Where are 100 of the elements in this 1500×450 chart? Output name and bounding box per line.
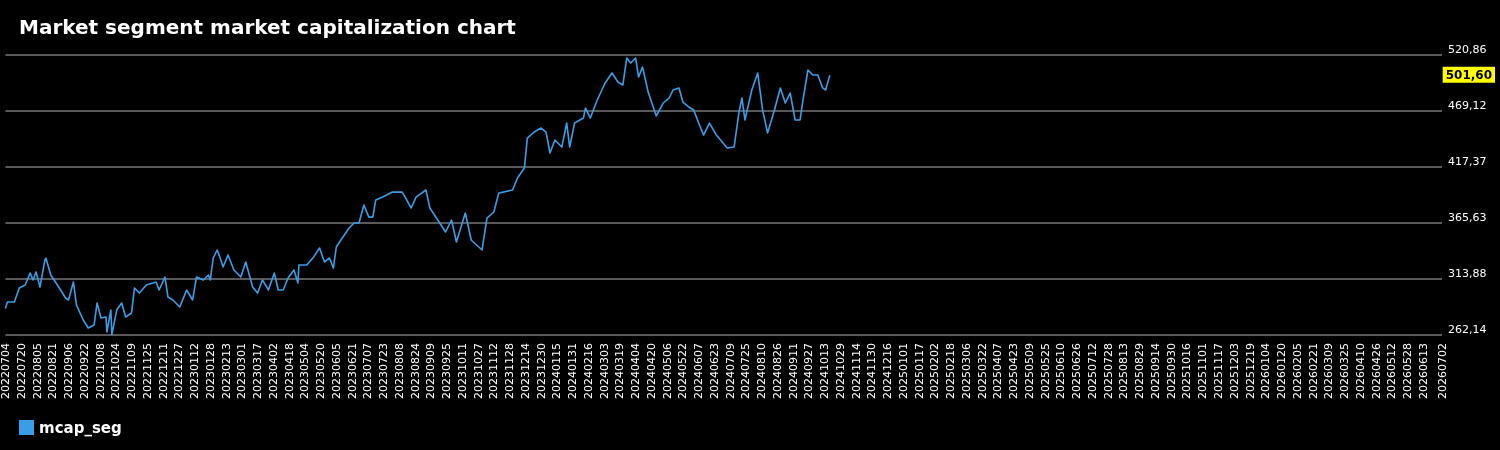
x-tick-label: 20240420 bbox=[644, 343, 658, 399]
x-tick-label: 20250407 bbox=[991, 343, 1005, 399]
x-tick-label: 20250728 bbox=[1101, 343, 1115, 399]
x-tick-label: 20250218 bbox=[944, 343, 958, 399]
x-tick-label: 20221125 bbox=[140, 343, 154, 399]
x-tick-label: 20240725 bbox=[739, 343, 753, 399]
chart-title: Market segment market capitalization chart bbox=[19, 15, 517, 39]
x-tick-label: 20250610 bbox=[1054, 343, 1068, 399]
x-tick-label: 20251101 bbox=[1196, 343, 1210, 399]
x-tick-label: 20251117 bbox=[1212, 343, 1225, 399]
x-tick-label: 20251016 bbox=[1180, 343, 1194, 399]
x-tick-label: 20230213 bbox=[219, 343, 233, 399]
x-tick-label: 20240506 bbox=[660, 343, 674, 399]
x-tick-label: 20230317 bbox=[251, 343, 265, 399]
x-tick-label: 20220906 bbox=[62, 343, 76, 399]
x-tick-label: 20260221 bbox=[1306, 343, 1320, 399]
x-tick-label: 20230504 bbox=[298, 343, 312, 399]
x-tick-label: 20251219 bbox=[1243, 343, 1257, 399]
x-tick-label: 20230128 bbox=[203, 343, 217, 399]
x-tick-label: 20221109 bbox=[125, 343, 139, 399]
x-tick-label: 20240826 bbox=[770, 343, 784, 399]
x-tick-label: 20241216 bbox=[881, 343, 895, 399]
x-tick-label: 20260512 bbox=[1385, 343, 1399, 399]
x-tick-label: 20230621 bbox=[345, 343, 359, 399]
x-tick-label: 20230808 bbox=[392, 343, 406, 399]
x-tick-label: 20250813 bbox=[1117, 343, 1131, 399]
x-tick-label: 20221024 bbox=[109, 343, 123, 399]
x-tick-label: 20260410 bbox=[1353, 343, 1367, 399]
x-tick-label: 20241130 bbox=[865, 343, 879, 399]
x-tick-label: 20240927 bbox=[802, 343, 816, 399]
x-tick-label: 20260205 bbox=[1290, 343, 1304, 399]
x-tick-label: 20230824 bbox=[408, 343, 422, 399]
x-tick-label: 20240319 bbox=[613, 343, 627, 399]
x-tick-label: 20250202 bbox=[928, 343, 942, 399]
x-tick-label: 20260702 bbox=[1435, 343, 1449, 399]
x-tick-label: 20221211 bbox=[156, 343, 170, 399]
x-tick-label: 20250117 bbox=[912, 343, 926, 399]
x-tick-label: 20240709 bbox=[723, 343, 737, 399]
x-tick-label: 20260120 bbox=[1275, 343, 1289, 399]
x-tick-label: 20241013 bbox=[818, 343, 832, 399]
x-tick-label: 20231112 bbox=[487, 343, 501, 399]
x-tick-label: 20250930 bbox=[1164, 343, 1178, 399]
x-tick-label: 20260528 bbox=[1401, 343, 1415, 399]
x-tick-label: 20220704 bbox=[0, 343, 12, 399]
x-tick-label: 20220805 bbox=[30, 343, 44, 399]
x-tick-label: 20240115 bbox=[550, 343, 564, 399]
x-tick-label: 20250101 bbox=[896, 343, 910, 399]
y-tick-label: 262,14 bbox=[1448, 323, 1487, 336]
x-tick-label: 20260426 bbox=[1369, 343, 1383, 399]
x-tick-label: 20250525 bbox=[1038, 343, 1052, 399]
x-tick-label: 20260309 bbox=[1322, 343, 1336, 399]
x-tick-label: 20260325 bbox=[1338, 343, 1352, 399]
y-tick-label: 313,88 bbox=[1448, 267, 1487, 280]
x-tick-label: 20240623 bbox=[707, 343, 721, 399]
y-tick-label: 520,86 bbox=[1448, 43, 1487, 56]
x-tick-label: 20250626 bbox=[1070, 343, 1084, 399]
x-tick-label: 20240131 bbox=[566, 343, 580, 399]
x-tick-label: 20231128 bbox=[503, 343, 517, 399]
x-tick-label: 20240216 bbox=[581, 343, 595, 399]
x-tick-label: 20250423 bbox=[1007, 343, 1021, 399]
x-tick-label: 20230418 bbox=[282, 343, 296, 399]
y-tick-label: 365,63 bbox=[1448, 211, 1487, 224]
text: 501,60 bbox=[1445, 67, 1493, 82]
x-tick-label: 20230112 bbox=[188, 343, 202, 399]
x-tick-label: 20230909 bbox=[424, 343, 438, 399]
x-tick-label: 20260104 bbox=[1259, 343, 1273, 399]
x-tick-label: 20241114 bbox=[849, 343, 863, 399]
y-tick-label: 417,37 bbox=[1448, 155, 1487, 168]
x-tick-label: 20240810 bbox=[755, 343, 769, 399]
x-tick-label: 20240911 bbox=[786, 343, 800, 399]
x-tick-label: 20250322 bbox=[975, 343, 989, 399]
x-tick-label: 20230520 bbox=[314, 343, 328, 399]
y-tick-label: 469,12 bbox=[1448, 99, 1487, 112]
x-tick-label: 20230723 bbox=[377, 343, 391, 399]
x-tick-label: 20221008 bbox=[93, 343, 107, 399]
x-tick-label: 20230707 bbox=[361, 343, 375, 399]
x-tick-label: 20250914 bbox=[1148, 343, 1162, 399]
x-tick-label: 20250712 bbox=[1085, 343, 1099, 399]
x-tick-label: 20231230 bbox=[534, 343, 548, 399]
x-tick-label: 20250306 bbox=[959, 343, 973, 399]
x-tick-label: 20240607 bbox=[692, 343, 706, 399]
x-tick-label: 20220720 bbox=[14, 343, 28, 399]
x-tick-label: 20250509 bbox=[1022, 343, 1036, 399]
x-tick-label: 20240303 bbox=[597, 343, 611, 399]
x-tick-label: 20231214 bbox=[518, 343, 532, 399]
x-tick-label: 20230402 bbox=[266, 343, 280, 399]
x-tick-label: 20241029 bbox=[833, 343, 847, 399]
x-tick-label: 20240404 bbox=[629, 343, 643, 399]
x-tick-label: 20221227 bbox=[172, 343, 186, 399]
x-tick-label: 20230605 bbox=[329, 343, 343, 399]
x-tick-label: 20260613 bbox=[1416, 343, 1430, 399]
x-tick-label: 20231011 bbox=[455, 343, 469, 399]
x-tick-label: 20220922 bbox=[77, 343, 91, 399]
x-tick-label: 20220821 bbox=[46, 343, 60, 399]
x-tick-label: 20250829 bbox=[1133, 343, 1147, 399]
x-tick-label: 20230925 bbox=[440, 343, 454, 399]
x-tick-label: 20230301 bbox=[235, 343, 249, 399]
x-tick-label: 20251203 bbox=[1227, 343, 1241, 399]
x-tick-label: 20231027 bbox=[471, 343, 485, 399]
legend-label: mcap_seg bbox=[39, 418, 122, 437]
